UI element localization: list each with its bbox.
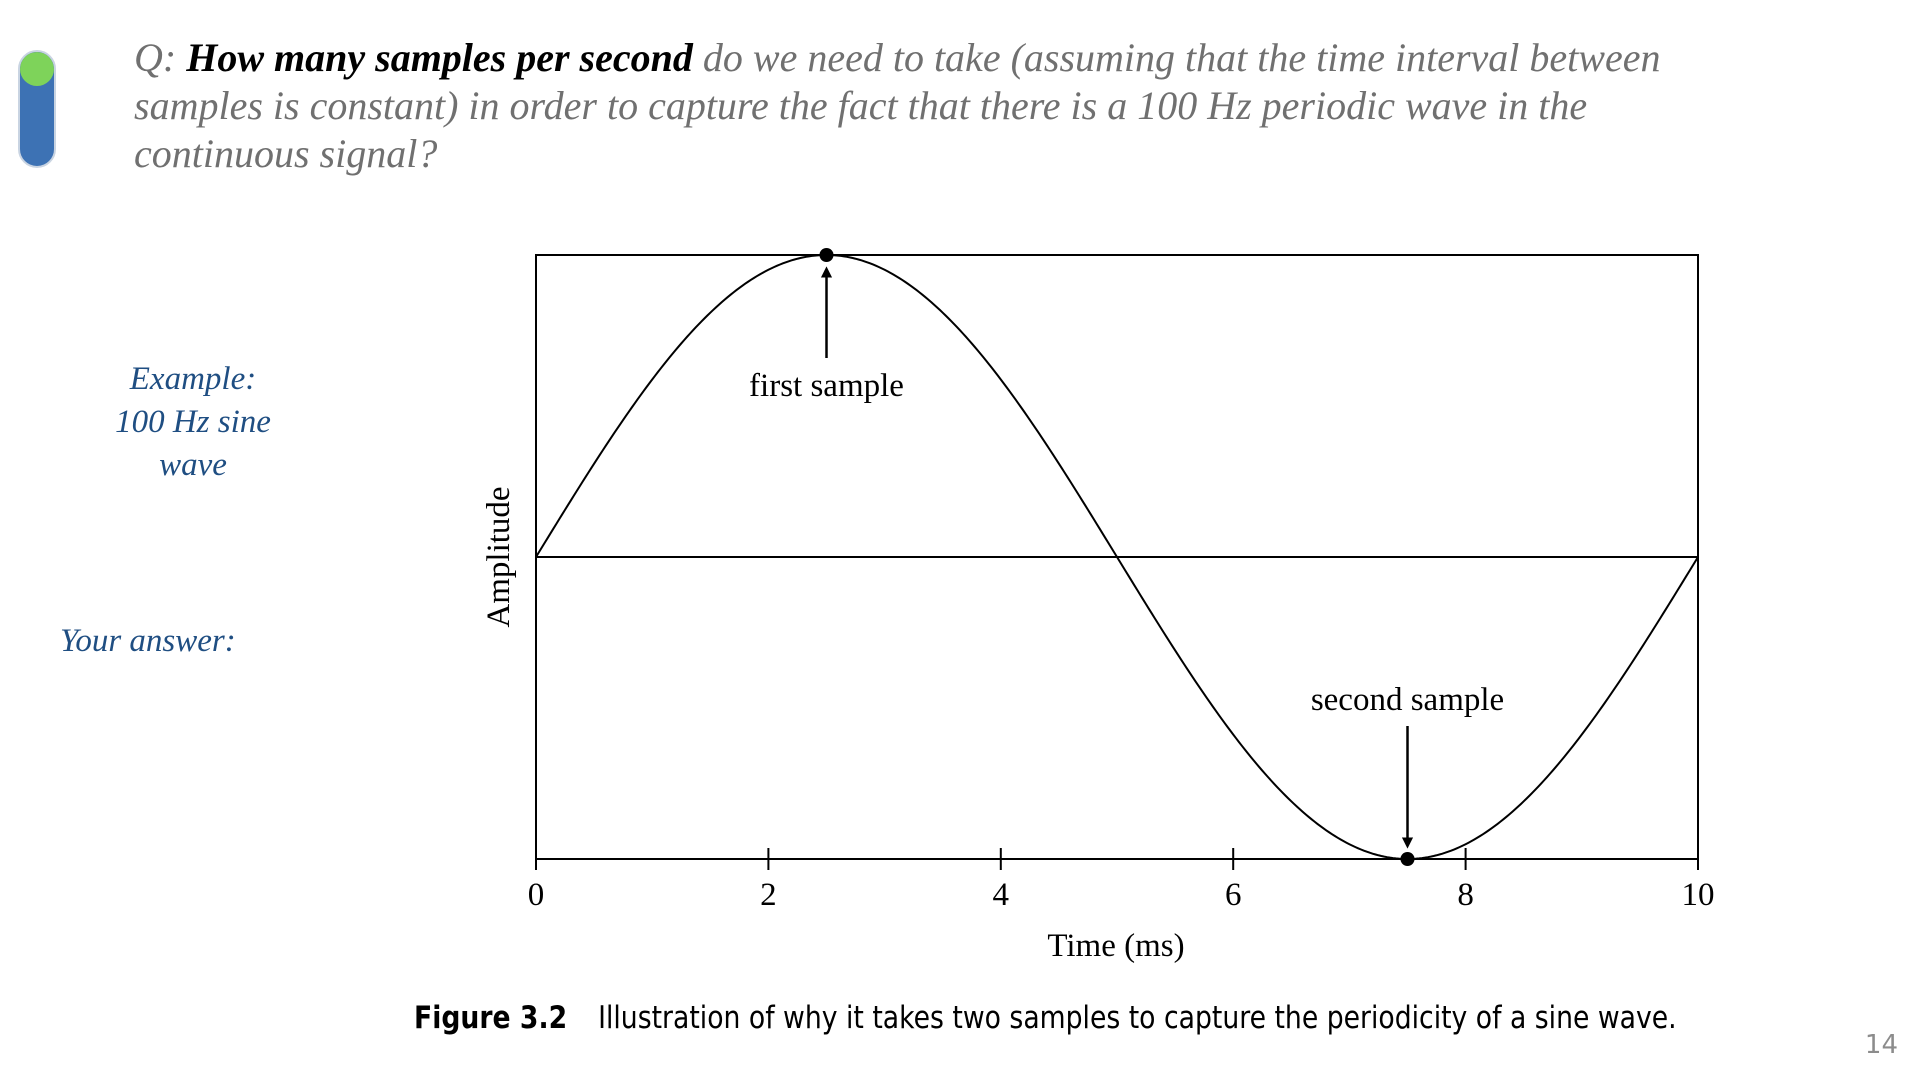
figure-label: Figure 3.2 xyxy=(414,1000,568,1036)
x-tick-label: 8 xyxy=(1457,877,1474,913)
example-line: 100 Hz sine xyxy=(115,404,271,440)
sample-point xyxy=(1400,852,1415,866)
x-tick-label: 6 xyxy=(1225,877,1242,913)
example-line: wave xyxy=(159,447,227,483)
sample-point xyxy=(819,248,834,262)
x-tick-label: 0 xyxy=(528,877,545,913)
figure-caption-text: Illustration of why it takes two samples… xyxy=(598,1000,1677,1036)
y-axis-label: Amplitude xyxy=(481,486,517,627)
x-axis-label: Time (ms) xyxy=(1047,928,1184,964)
sample-markers: first sample second sample xyxy=(749,248,1504,866)
page-number: 14 xyxy=(1864,1030,1898,1060)
progress-dot-icon xyxy=(20,52,54,86)
progress-indicator xyxy=(18,50,56,168)
x-tick-label: 10 xyxy=(1682,877,1715,913)
sample-label: first sample xyxy=(749,368,904,404)
answer-label: Your answer: xyxy=(60,623,236,659)
figure-caption: Figure 3.2 Illustration of why it takes t… xyxy=(414,1000,1677,1036)
example-note: Example: 100 Hz sine wave xyxy=(86,358,300,487)
sine-wave-line xyxy=(535,253,1699,861)
question-text: Q: How many samples per second do we nee… xyxy=(134,34,1694,178)
example-line: Example: xyxy=(129,361,257,397)
x-tick-label: 4 xyxy=(993,877,1010,913)
x-axis-ticks: 0 2 4 6 8 10 xyxy=(528,848,1715,913)
question-bold: How many samples per second xyxy=(186,35,693,80)
sample-label: second sample xyxy=(1311,682,1504,718)
question-prefix: Q: xyxy=(134,35,187,80)
question-rest: do we need to take (assuming that the ti… xyxy=(134,35,1661,176)
x-tick-label: 2 xyxy=(760,877,777,913)
